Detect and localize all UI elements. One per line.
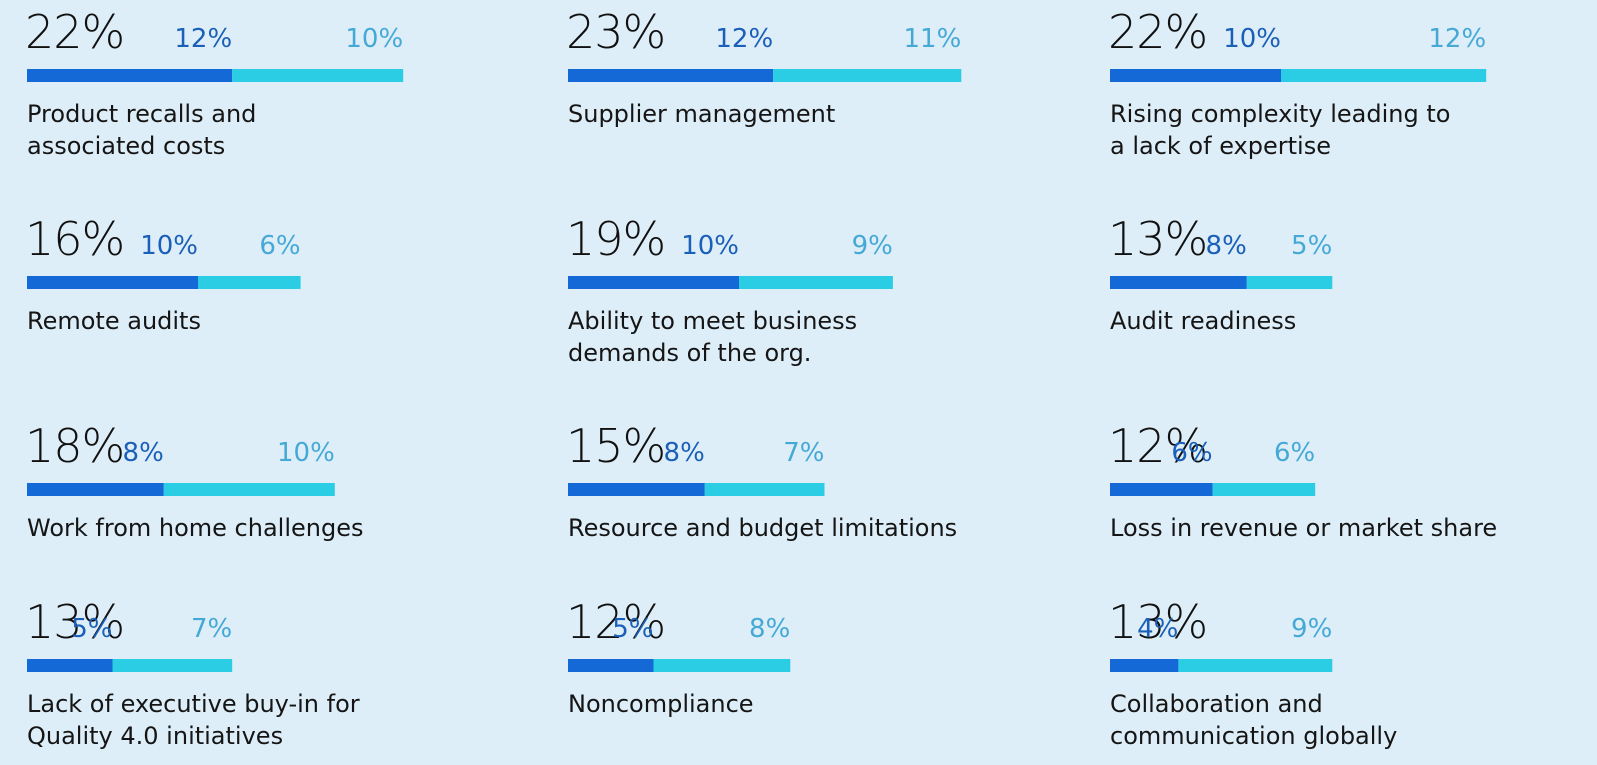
total-label: 23% <box>566 5 665 59</box>
total-label: 22% <box>25 5 124 59</box>
item-label: Quality 4.0 initiatives <box>27 722 283 750</box>
segment-label: 12% <box>715 24 773 54</box>
segment-label: 7% <box>783 438 824 468</box>
bar-group: 23% 12% 11% Supplier management <box>566 5 962 128</box>
bar-segment <box>1110 659 1179 672</box>
segment-label: 9% <box>852 231 893 261</box>
total-label: 15% <box>566 419 665 473</box>
item-label: Rising complexity leading to <box>1110 100 1450 128</box>
total-label: 22% <box>1108 5 1207 59</box>
bar-segment <box>568 659 654 672</box>
total-label: 18% <box>25 419 124 473</box>
total-label: 12% <box>566 595 665 649</box>
segment-label: 8% <box>1206 231 1247 261</box>
bar-segment <box>1281 69 1487 82</box>
segment-label: 10% <box>681 231 739 261</box>
bar-group: 16% 10% 6% Remote audits <box>25 212 301 335</box>
total-label: 13% <box>1108 212 1207 266</box>
segment-label: 10% <box>277 438 335 468</box>
bar-segment <box>163 483 335 496</box>
segment-label: 10% <box>140 231 198 261</box>
segment-label: 5% <box>71 614 112 644</box>
segment-label: 4% <box>1137 614 1178 644</box>
bar-segment <box>568 483 705 496</box>
item-label: demands of the org. <box>568 339 811 367</box>
bar-segment <box>112 659 233 672</box>
segment-label: 9% <box>1291 614 1332 644</box>
bar-segment <box>198 276 301 289</box>
segment-label: 5% <box>612 614 653 644</box>
bar-segment <box>739 276 893 289</box>
total-label: 19% <box>566 212 665 266</box>
bar-segment <box>1110 483 1213 496</box>
segment-label: 10% <box>345 24 403 54</box>
item-label: Resource and budget limitations <box>568 514 957 542</box>
total-label: 12% <box>1108 419 1207 473</box>
segment-label: 6% <box>1171 438 1212 468</box>
bar-segment <box>653 659 791 672</box>
segment-label: 7% <box>191 614 232 644</box>
bar-segment <box>27 276 198 289</box>
bar-segment <box>1110 69 1281 82</box>
bar-group: 12%5% 8% Noncompliance <box>566 595 791 718</box>
bar-segment <box>1110 276 1247 289</box>
bar-segment <box>704 483 825 496</box>
item-label: communication globally <box>1110 722 1397 750</box>
bar-segment <box>27 659 113 672</box>
total-label: 13% <box>25 595 124 649</box>
segment-label: 8% <box>749 614 790 644</box>
segment-label: 12% <box>174 24 232 54</box>
segment-label: 8% <box>664 438 705 468</box>
item-label: Audit readiness <box>1110 307 1296 335</box>
item-label: Product recalls and <box>27 100 256 128</box>
segment-label: 12% <box>1428 24 1486 54</box>
segment-label: 6% <box>1274 438 1315 468</box>
bar-segment <box>232 69 404 82</box>
item-label: Collaboration and <box>1110 690 1323 718</box>
bar-group: 22% 10% 12% Rising complexity leading to a l… <box>1108 5 1487 160</box>
bar-group: 19% 10% 9% Ability to meet business demands … <box>566 212 893 367</box>
bar-segment <box>568 276 739 289</box>
segment-label: 5% <box>1291 231 1332 261</box>
total-label: 16% <box>25 212 124 266</box>
bar-group: 13%8% 5% Audit readiness <box>1108 212 1333 335</box>
item-label: Supplier management <box>568 100 835 128</box>
bar-segment <box>1246 276 1333 289</box>
item-label: Lack of executive buy-in for <box>27 690 360 718</box>
item-label: a lack of expertise <box>1110 132 1331 160</box>
segment-label: 6% <box>259 231 300 261</box>
bar-segment <box>27 483 164 496</box>
bar-segment <box>27 69 233 82</box>
bar-group: 22% 12% 10% Product recalls and associated c… <box>25 5 404 160</box>
segment-label: 10% <box>1223 24 1281 54</box>
item-label: Remote audits <box>27 307 201 335</box>
item-label: Loss in revenue or market share <box>1110 514 1497 542</box>
bar-segment <box>1212 483 1316 496</box>
bar-segment <box>773 69 962 82</box>
bar-group: 18%8% 10% Work from home challenges <box>25 419 363 542</box>
item-label: Work from home challenges <box>27 514 363 542</box>
bar-group: 12%6% 6%Loss in revenue or market share <box>1108 419 1497 542</box>
bar-segment <box>568 69 774 82</box>
bar-group: 15%8% 7% Resource and budget limitations <box>566 419 957 542</box>
segment-label: 11% <box>904 24 962 54</box>
item-label: associated costs <box>27 132 225 160</box>
bar-group: 13%4% 9% Collaboration and communication gl… <box>1108 595 1397 750</box>
bar-group: 13%5% 7% Lack of executive buy-in for Quali… <box>25 595 360 750</box>
bar-segment <box>1178 659 1333 672</box>
segment-label: 8% <box>123 438 164 468</box>
item-label: Ability to meet business <box>568 307 857 335</box>
item-label: Noncompliance <box>568 690 754 718</box>
total-label: 13% <box>1108 595 1207 649</box>
